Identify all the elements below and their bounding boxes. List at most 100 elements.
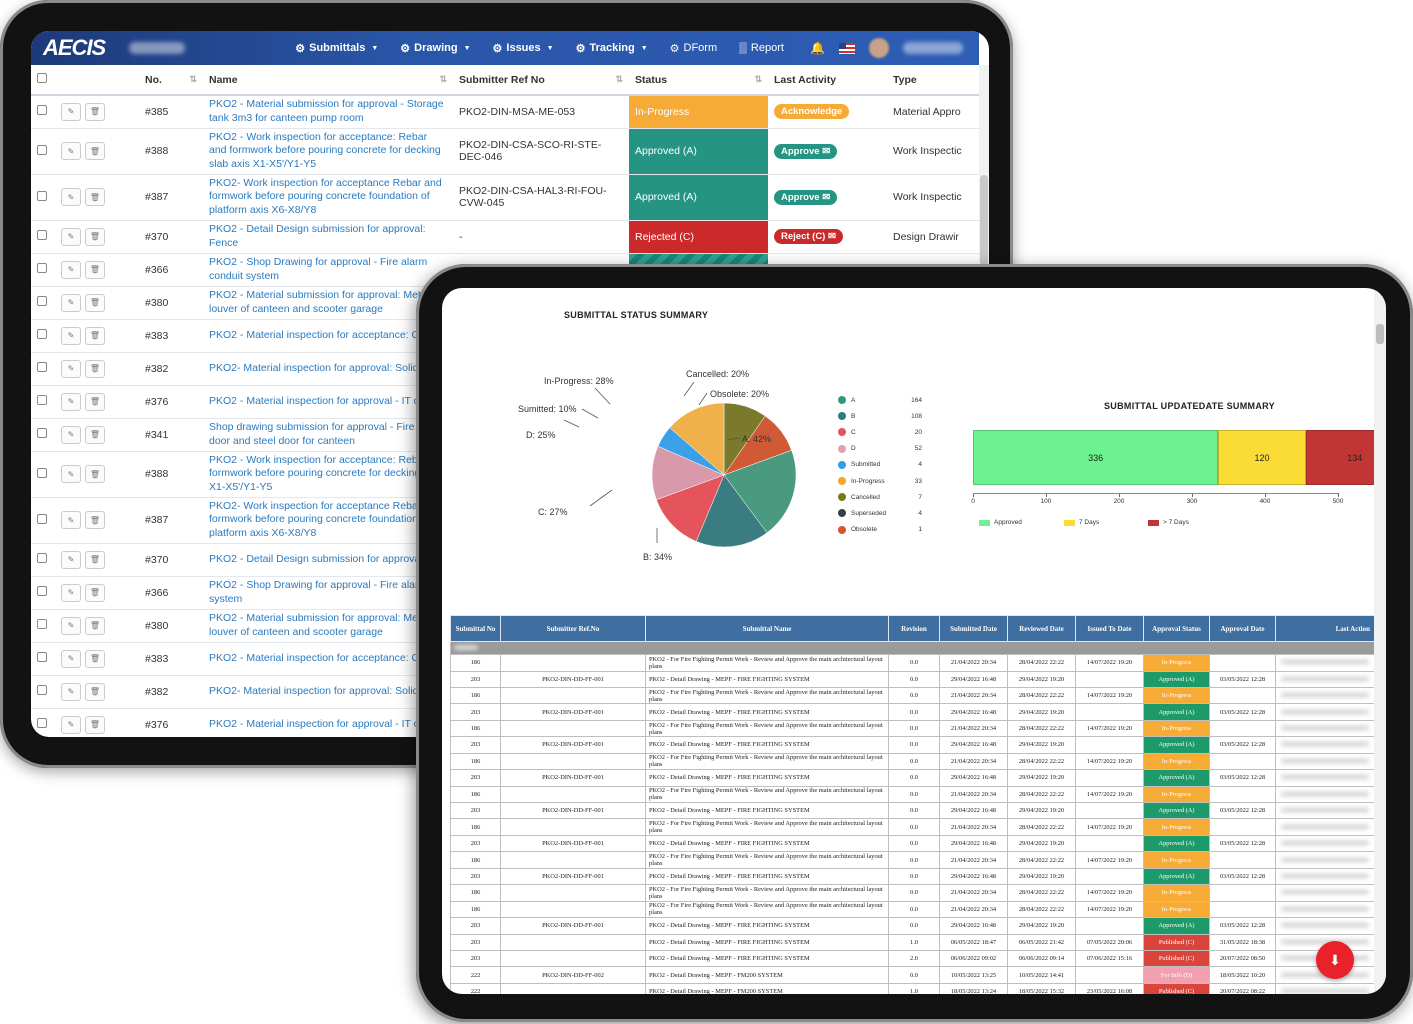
scrollbar-thumb[interactable] bbox=[1376, 324, 1384, 344]
report-column-header[interactable]: Submitter Ref.No bbox=[500, 615, 646, 642]
bar-segment-0[interactable]: 336 bbox=[973, 430, 1219, 485]
project-selector[interactable] bbox=[129, 42, 186, 54]
delete-button[interactable]: 🗑 bbox=[85, 392, 105, 411]
pie-slice-1[interactable] bbox=[695, 474, 768, 548]
nav-report[interactable]: ▒ Report bbox=[739, 42, 784, 54]
row-checkbox[interactable] bbox=[37, 428, 47, 438]
sort-icon[interactable]: ⇅ bbox=[439, 73, 447, 84]
row-name-link[interactable]: PKO2 - Work inspection for acceptance: R… bbox=[203, 451, 453, 498]
column-header-type[interactable]: Type bbox=[887, 65, 979, 96]
report-row[interactable]: 186 PKO2 - For Fire Fighting Permit Work … bbox=[450, 818, 1375, 836]
row-name-link[interactable]: PKO2 - Work inspection for acceptance: R… bbox=[203, 128, 453, 175]
table-row[interactable]: ✎ 🗑 #370 PKO2 - Detail Design submission fo… bbox=[31, 220, 979, 254]
activity-badge[interactable]: Reject (C) ✉ bbox=[774, 229, 843, 244]
report-column-header[interactable]: Revision bbox=[888, 615, 940, 642]
row-checkbox[interactable] bbox=[37, 329, 47, 339]
row-checkbox[interactable] bbox=[37, 190, 47, 201]
column-header-activity[interactable]: Last Activity bbox=[768, 65, 887, 96]
report-row[interactable]: 203 PKO2 - Detail Drawing - MEPF - FIRE F… bbox=[450, 933, 1375, 952]
report-row[interactable]: 203 PKO2-DIN-DD-FF-001 PKO2 - Detail Drawi… bbox=[450, 769, 1375, 787]
row-name-link[interactable]: PKO2 - Material submission for approval:… bbox=[203, 286, 453, 320]
delete-button[interactable]: 🗑 bbox=[85, 359, 105, 378]
edit-button[interactable]: ✎ bbox=[61, 142, 81, 160]
column-header-status[interactable]: Status ⇅ bbox=[629, 65, 768, 96]
row-checkbox[interactable] bbox=[37, 296, 47, 306]
edit-button[interactable]: ✎ bbox=[61, 465, 81, 483]
report-column-header[interactable]: Submittal Name bbox=[645, 615, 889, 642]
row-name-link[interactable]: PKO2 - Material inspection for approval … bbox=[203, 708, 453, 737]
edit-button[interactable]: ✎ bbox=[61, 425, 81, 444]
bar-legend-item[interactable]: > 7 Days bbox=[1148, 519, 1189, 526]
delete-button[interactable]: 🗑 bbox=[85, 260, 105, 279]
aecis-logo[interactable]: AECIS bbox=[43, 35, 106, 60]
sort-icon[interactable]: ⇅ bbox=[189, 73, 197, 84]
report-column-header[interactable]: Last Action bbox=[1275, 615, 1375, 642]
report-column-header[interactable]: Submittal No bbox=[450, 615, 501, 642]
table-row[interactable]: ✎ 🗑 #388 PKO2 - Work inspection for accepta… bbox=[31, 128, 979, 175]
row-checkbox[interactable] bbox=[37, 586, 47, 596]
activity-badge[interactable]: Acknowledge bbox=[774, 104, 850, 120]
report-column-header[interactable]: Submitted Date bbox=[939, 615, 1008, 642]
edit-button[interactable]: ✎ bbox=[61, 550, 81, 569]
report-row[interactable]: 203 PKO2-DIN-DD-FF-001 PKO2 - Detail Drawi… bbox=[450, 917, 1375, 935]
row-checkbox[interactable] bbox=[37, 685, 47, 695]
select-all-checkbox[interactable] bbox=[37, 73, 47, 83]
delete-button[interactable]: 🗑 bbox=[85, 715, 105, 734]
report-row[interactable]: 203 PKO2-DIN-DD-FF-001 PKO2 - Detail Drawi… bbox=[450, 802, 1375, 820]
legend-item[interactable]: Cancelled 7 bbox=[838, 493, 922, 502]
report-row[interactable]: 186 PKO2 - For Fire Fighting Permit Work … bbox=[450, 884, 1375, 902]
legend-item[interactable]: Obsolete 1 bbox=[838, 525, 922, 534]
delete-button[interactable]: 🗑 bbox=[85, 583, 105, 602]
edit-button[interactable]: ✎ bbox=[61, 682, 81, 701]
report-row[interactable]: 203 PKO2-DIN-DD-FF-001 PKO2 - Detail Drawi… bbox=[450, 703, 1375, 721]
delete-button[interactable]: 🗑 bbox=[85, 188, 105, 206]
delete-button[interactable]: 🗑 bbox=[85, 465, 105, 483]
row-name-link[interactable]: PKO2- Work inspection for acceptance Reb… bbox=[203, 497, 453, 544]
scrollbar-thumb[interactable] bbox=[980, 175, 988, 265]
edit-button[interactable]: ✎ bbox=[61, 293, 81, 312]
report-row[interactable]: 222 PKO2-DIN-DD-FF-002 PKO2 - Detail Drawi… bbox=[450, 966, 1375, 984]
delete-button[interactable]: 🗑 bbox=[85, 616, 105, 635]
bar-legend-item[interactable]: Approved bbox=[979, 519, 1022, 526]
user-name[interactable] bbox=[902, 42, 963, 54]
avatar[interactable] bbox=[868, 38, 889, 58]
sort-icon[interactable]: ⇅ bbox=[615, 73, 623, 84]
row-name-link[interactable]: PKO2 - Material inspection for acceptanc… bbox=[203, 642, 453, 676]
row-name-link[interactable]: PKO2 - Shop Drawing for approval - Fire … bbox=[203, 253, 453, 287]
row-checkbox[interactable] bbox=[37, 230, 47, 240]
edit-button[interactable]: ✎ bbox=[61, 392, 81, 411]
table-row[interactable]: ✎ 🗑 #387 PKO2- Work inspection for acceptan… bbox=[31, 174, 979, 221]
delete-button[interactable]: 🗑 bbox=[85, 550, 105, 569]
row-checkbox[interactable] bbox=[37, 652, 47, 662]
bar-legend-item[interactable]: 7 Days bbox=[1064, 519, 1099, 526]
delete-button[interactable]: 🗑 bbox=[85, 102, 105, 121]
row-name-link[interactable]: PKO2 - Shop Drawing for approval - Fire … bbox=[203, 576, 453, 610]
row-name-link[interactable]: PKO2- Material inspection for approval: … bbox=[203, 352, 453, 386]
nav-tracking[interactable]: ⚙ Tracking ▼ bbox=[576, 42, 648, 55]
edit-button[interactable]: ✎ bbox=[61, 616, 81, 635]
row-name-link[interactable]: PKO2 - Detail Design submission for appr… bbox=[203, 543, 453, 577]
edit-button[interactable]: ✎ bbox=[61, 260, 81, 279]
edit-button[interactable]: ✎ bbox=[61, 188, 81, 206]
report-row[interactable]: 186 PKO2 - For Fire Fighting Permit Work … bbox=[450, 900, 1375, 919]
pie-slice-0[interactable] bbox=[723, 449, 797, 534]
legend-item[interactable]: B 108 bbox=[838, 412, 922, 421]
report-row[interactable]: 186 PKO2 - For Fire Fighting Permit Work … bbox=[450, 752, 1375, 771]
edit-button[interactable]: ✎ bbox=[61, 102, 81, 121]
edit-button[interactable]: ✎ bbox=[61, 326, 81, 345]
nav-issues[interactable]: ⚙ Issues ▼ bbox=[493, 42, 554, 55]
report-column-header[interactable]: Approval Date bbox=[1209, 615, 1276, 642]
delete-button[interactable]: 🗑 bbox=[85, 649, 105, 668]
row-name-link[interactable]: Shop drawing submission for approval - F… bbox=[203, 418, 453, 452]
edit-button[interactable]: ✎ bbox=[61, 649, 81, 668]
legend-item[interactable]: In-Progress 33 bbox=[838, 477, 922, 485]
column-header-ref[interactable]: Submitter Ref No ⇅ bbox=[453, 65, 629, 96]
table-row[interactable]: ✎ 🗑 #385 PKO2 - Material submission for app… bbox=[31, 95, 979, 129]
delete-button[interactable]: 🗑 bbox=[85, 142, 105, 160]
legend-item[interactable]: D 52 bbox=[838, 444, 922, 453]
row-name-link[interactable]: PKO2 - Material submission for approval:… bbox=[203, 609, 453, 643]
download-button[interactable]: ⬇ bbox=[1316, 941, 1354, 979]
report-row[interactable]: 203 PKO2-DIN-DD-FF-001 PKO2 - Detail Drawi… bbox=[450, 670, 1375, 688]
row-name-link[interactable]: PKO2 - Material submission for approval … bbox=[203, 95, 453, 129]
report-row[interactable]: 203 PKO2-DIN-DD-FF-001 PKO2 - Detail Drawi… bbox=[450, 867, 1375, 886]
